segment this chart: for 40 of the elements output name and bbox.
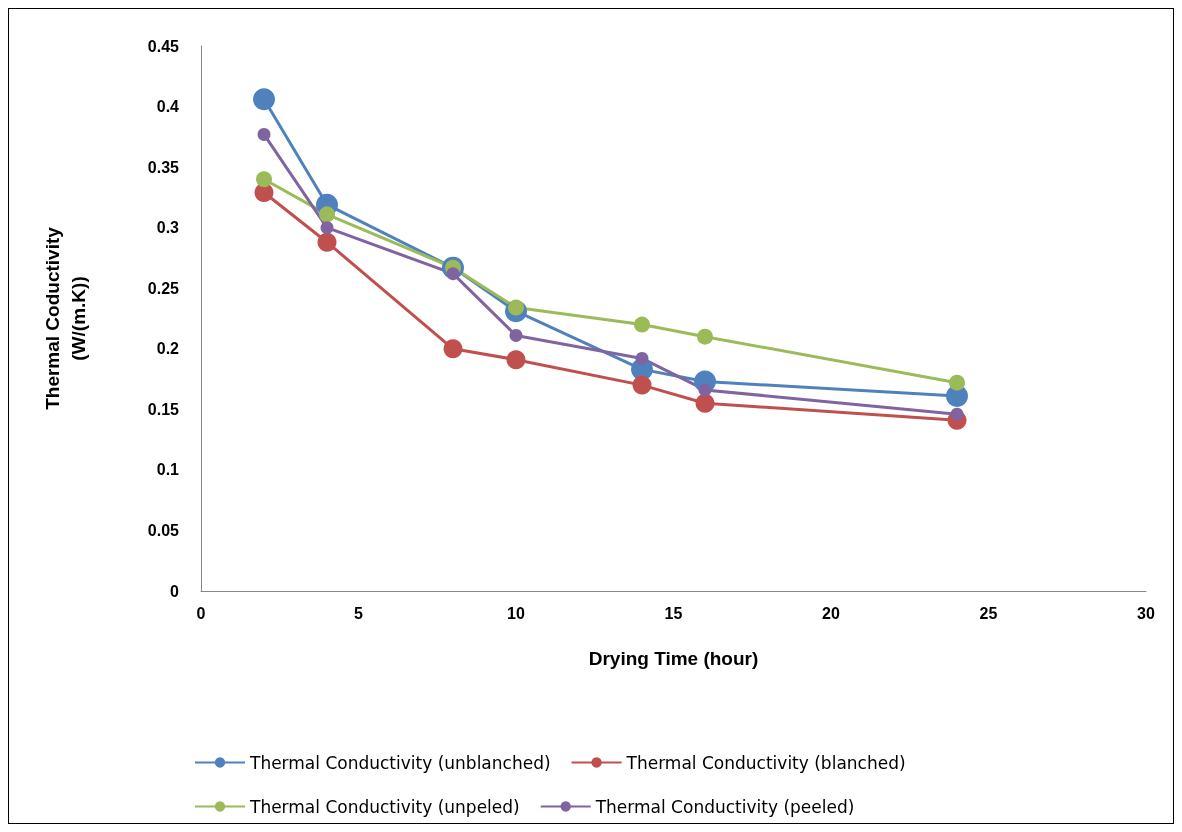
point bbox=[698, 383, 712, 397]
y-tick-label: 0.3 bbox=[156, 219, 180, 237]
x-tick-label: 25 bbox=[979, 604, 998, 622]
point bbox=[634, 316, 650, 333]
x-tick-label: 10 bbox=[507, 604, 525, 622]
point bbox=[695, 393, 715, 413]
x-tick-label: 15 bbox=[664, 604, 683, 622]
y-tick-label: 0.25 bbox=[147, 279, 180, 297]
y-tick-label: 0 bbox=[170, 582, 180, 600]
y-tick-label: 0.45 bbox=[147, 37, 180, 55]
point bbox=[256, 171, 272, 188]
point bbox=[950, 407, 964, 421]
point bbox=[317, 232, 337, 252]
point bbox=[697, 328, 713, 345]
point bbox=[319, 206, 335, 223]
point bbox=[506, 350, 526, 370]
legend-label: Thermal Conductivity (peeled) bbox=[594, 796, 855, 817]
point bbox=[257, 127, 271, 141]
x-tick-label: 20 bbox=[822, 604, 840, 622]
point bbox=[635, 351, 649, 365]
legend-label: Thermal Conductivity (unpeled) bbox=[249, 796, 520, 817]
x-tick-label: 5 bbox=[354, 604, 364, 622]
y-tick-label: 0.4 bbox=[156, 98, 180, 116]
point bbox=[253, 88, 275, 111]
point bbox=[509, 328, 523, 342]
point bbox=[632, 375, 652, 395]
y-tick-label: 0.2 bbox=[156, 340, 180, 358]
x-tick-label: 0 bbox=[196, 604, 206, 622]
x-axis-title: Drying Time (hour) bbox=[588, 648, 759, 669]
y-tick-label: 0.1 bbox=[156, 461, 180, 479]
y-tick-label: 0.15 bbox=[147, 400, 180, 418]
y-axis-title: Thermal Coductivity (W/(m.K)) bbox=[41, 226, 89, 410]
point bbox=[443, 339, 463, 359]
legend-label: Thermal Conductivity (unblanched) bbox=[249, 752, 551, 773]
y-tick-label: 0.05 bbox=[147, 521, 180, 539]
legend-label: Thermal Conductivity (blanched) bbox=[625, 752, 906, 773]
point bbox=[949, 374, 965, 391]
point bbox=[320, 221, 334, 235]
x-tick-label: 30 bbox=[1137, 604, 1155, 622]
y-tick-label: 0.35 bbox=[147, 158, 180, 176]
